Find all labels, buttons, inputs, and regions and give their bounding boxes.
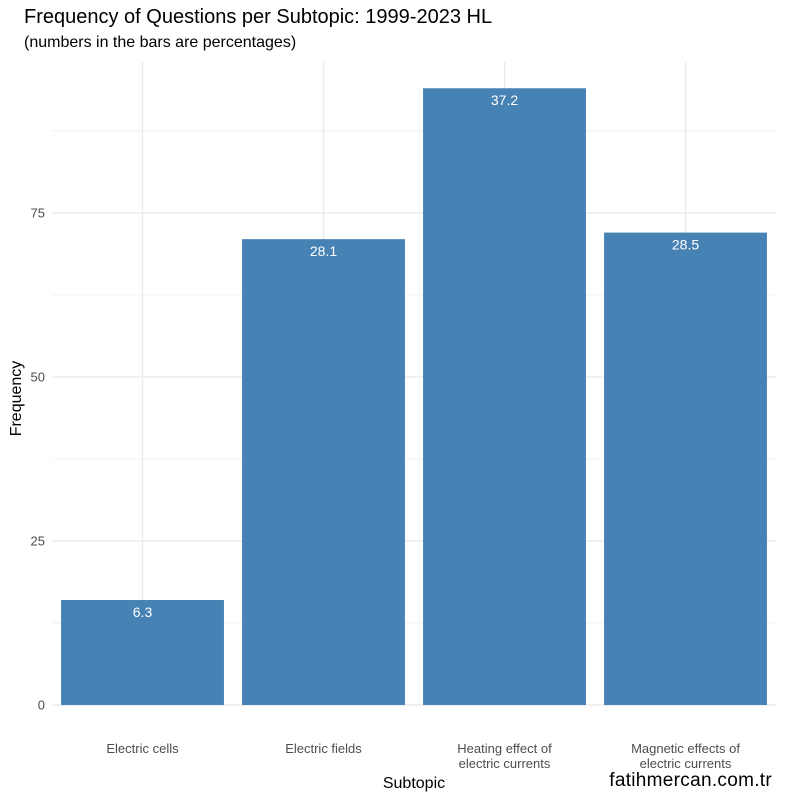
x-tick-label: Electric fields <box>285 741 362 756</box>
x-tick-label: Electric cells <box>106 741 179 756</box>
chart-title: Frequency of Questions per Subtopic: 199… <box>24 6 493 28</box>
y-axis-title: Frequency <box>8 361 25 437</box>
y-tick-label: 75 <box>31 205 45 220</box>
bar-label: 6.3 <box>133 604 153 620</box>
x-tick-label: Heating effect of electric currents <box>457 741 552 771</box>
bar <box>604 232 767 705</box>
bar <box>423 88 586 706</box>
x-axis-title: Subtopic <box>383 775 445 792</box>
y-tick-label: 0 <box>38 698 45 713</box>
site-watermark: fatihmercan.com.tr <box>609 770 772 791</box>
bar-label: 28.5 <box>672 237 699 253</box>
bar <box>242 239 405 705</box>
y-tick-label: 50 <box>31 369 45 384</box>
bar <box>61 600 224 705</box>
x-tick-label: Magnetic effects of electric currents <box>631 741 740 771</box>
y-tick-label: 25 <box>31 533 45 548</box>
chart-subtitle: (numbers in the bars are percentages) <box>24 34 297 51</box>
bar-label: 28.1 <box>310 243 337 259</box>
bar-label: 37.2 <box>491 92 518 108</box>
